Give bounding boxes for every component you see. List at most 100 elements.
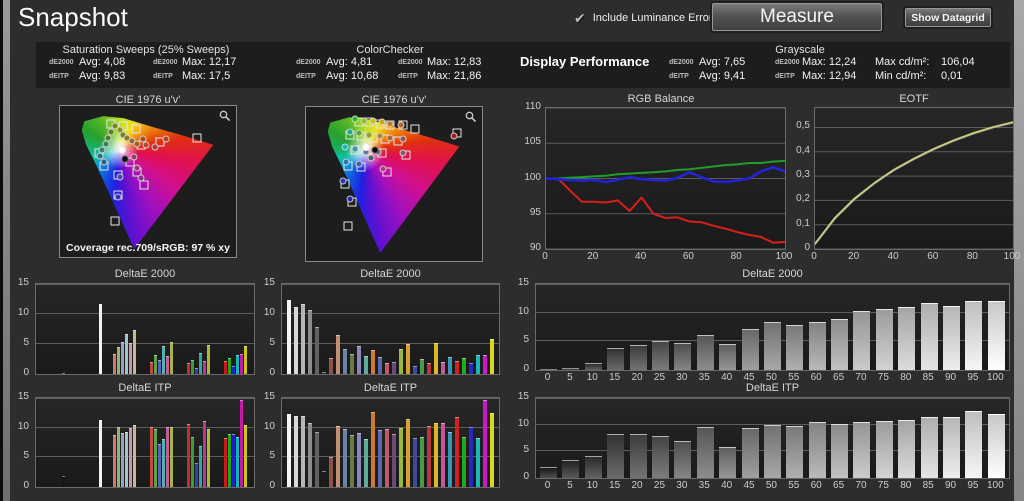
- bar: [420, 437, 424, 487]
- stat-value: Max: 12,17: [182, 56, 237, 68]
- measured-point: [151, 143, 159, 151]
- bar: [195, 368, 198, 374]
- gridline: [36, 456, 254, 457]
- bar: [943, 416, 961, 478]
- bar: [121, 341, 124, 374]
- metric-label: dEITP: [296, 73, 316, 80]
- bar: [301, 416, 305, 487]
- bar: [674, 343, 692, 370]
- measure-button[interactable]: Measure: [712, 3, 882, 31]
- measured-point: [142, 141, 150, 149]
- bar: [308, 310, 312, 374]
- stat-value: Avg: 9,41: [699, 70, 746, 82]
- target-square: [192, 133, 202, 143]
- x-tick-label: 75: [877, 372, 889, 383]
- x-tick-label: 25: [653, 372, 666, 383]
- gridline: [36, 398, 254, 399]
- x-tick-label: 80: [730, 251, 742, 262]
- metric-label: dEITP: [669, 73, 689, 80]
- gridline: [282, 427, 499, 428]
- bar-group: [187, 420, 210, 487]
- metric-label: dE2000: [153, 59, 178, 66]
- bar: [490, 412, 494, 487]
- bar: [741, 329, 759, 370]
- x-tick-label: 50: [765, 372, 777, 383]
- rgb-balance-chart: [545, 107, 786, 250]
- measured-point: [346, 128, 354, 136]
- bar: [763, 322, 781, 370]
- y-tick-label: 0,3: [796, 169, 810, 181]
- bar: [607, 433, 625, 478]
- bar-group: [113, 424, 136, 487]
- x-tick-label: 20: [631, 480, 643, 491]
- x-tick-label: 40: [887, 251, 899, 262]
- y-tick-label: 10: [263, 420, 275, 432]
- bar: [920, 303, 938, 370]
- measured-point: [399, 149, 407, 157]
- bar: [154, 429, 157, 487]
- bar: [62, 476, 65, 487]
- bar: [99, 419, 102, 487]
- measured-point: [351, 145, 359, 153]
- x-tick-label: 15: [609, 480, 621, 491]
- zoom-icon[interactable]: [219, 110, 231, 122]
- stat-value: Max: 12,24: [802, 56, 857, 68]
- y-tick-label: 0,1: [796, 217, 810, 229]
- bar: [455, 417, 459, 487]
- white-point: [117, 145, 126, 154]
- measured-point: [139, 135, 147, 143]
- checkbox-label: Include Luminance Error: [592, 12, 713, 24]
- bar: [232, 434, 235, 487]
- bar: [831, 423, 849, 478]
- x-tick-label: 90: [944, 372, 957, 383]
- y-tick-label: 15: [263, 277, 275, 288]
- x-tick-label: 60: [682, 251, 694, 262]
- page-title: Snapshot: [18, 2, 128, 32]
- y-tick-label: 5: [269, 337, 275, 348]
- bar: [763, 425, 781, 478]
- gridline: [536, 312, 1009, 313]
- colorchecker-title: ColorChecker: [356, 44, 424, 56]
- bar: [651, 435, 669, 478]
- y-tick-label: 0: [23, 480, 29, 491]
- bar: [965, 410, 983, 478]
- metric-label: dE2000: [669, 59, 694, 66]
- bar: [469, 426, 473, 487]
- x-tick-label: 55: [788, 372, 800, 383]
- bar: [99, 303, 102, 374]
- x-tick-label: 45: [743, 372, 755, 383]
- bar: [199, 445, 202, 487]
- bar: [476, 355, 480, 374]
- x-tick-label: 40: [635, 251, 647, 262]
- bar: [943, 306, 961, 370]
- x-tick-label: 20: [631, 372, 643, 383]
- bar: [301, 303, 305, 374]
- y-tick-label: 0: [804, 242, 810, 253]
- show-datagrid-button[interactable]: Show Datagrid: [905, 8, 991, 27]
- measured-point: [133, 164, 141, 172]
- bar: [853, 311, 871, 370]
- bar: [371, 411, 375, 487]
- bar: [584, 455, 602, 478]
- gs-de2000-title: DeltaE 2000: [742, 268, 803, 280]
- metric-label: dEITP: [775, 73, 795, 80]
- sat-de2000-chart: [35, 283, 255, 375]
- eotf-title: EOTF: [899, 93, 929, 105]
- bar: [719, 446, 737, 478]
- x-tick-label: 95: [967, 480, 979, 491]
- gridline: [536, 284, 1009, 285]
- include-luminance-error-checkbox[interactable]: ✔ Include Luminance Error: [574, 11, 713, 25]
- stat-value: Max: 21,86: [427, 70, 482, 82]
- bar: [162, 346, 165, 374]
- bar: [651, 340, 669, 370]
- y-tick-label: 90: [529, 242, 541, 253]
- bars-container: [282, 284, 499, 374]
- bar: [875, 420, 893, 478]
- x-tick-label: 30: [676, 372, 688, 383]
- bar: [741, 428, 759, 478]
- x-tick-label: 0: [811, 251, 817, 262]
- bar-group: [99, 419, 102, 487]
- cie-chart-2-title: CIE 1976 u'v': [361, 94, 427, 106]
- zoom-icon[interactable]: [465, 111, 477, 123]
- bar: [133, 424, 136, 487]
